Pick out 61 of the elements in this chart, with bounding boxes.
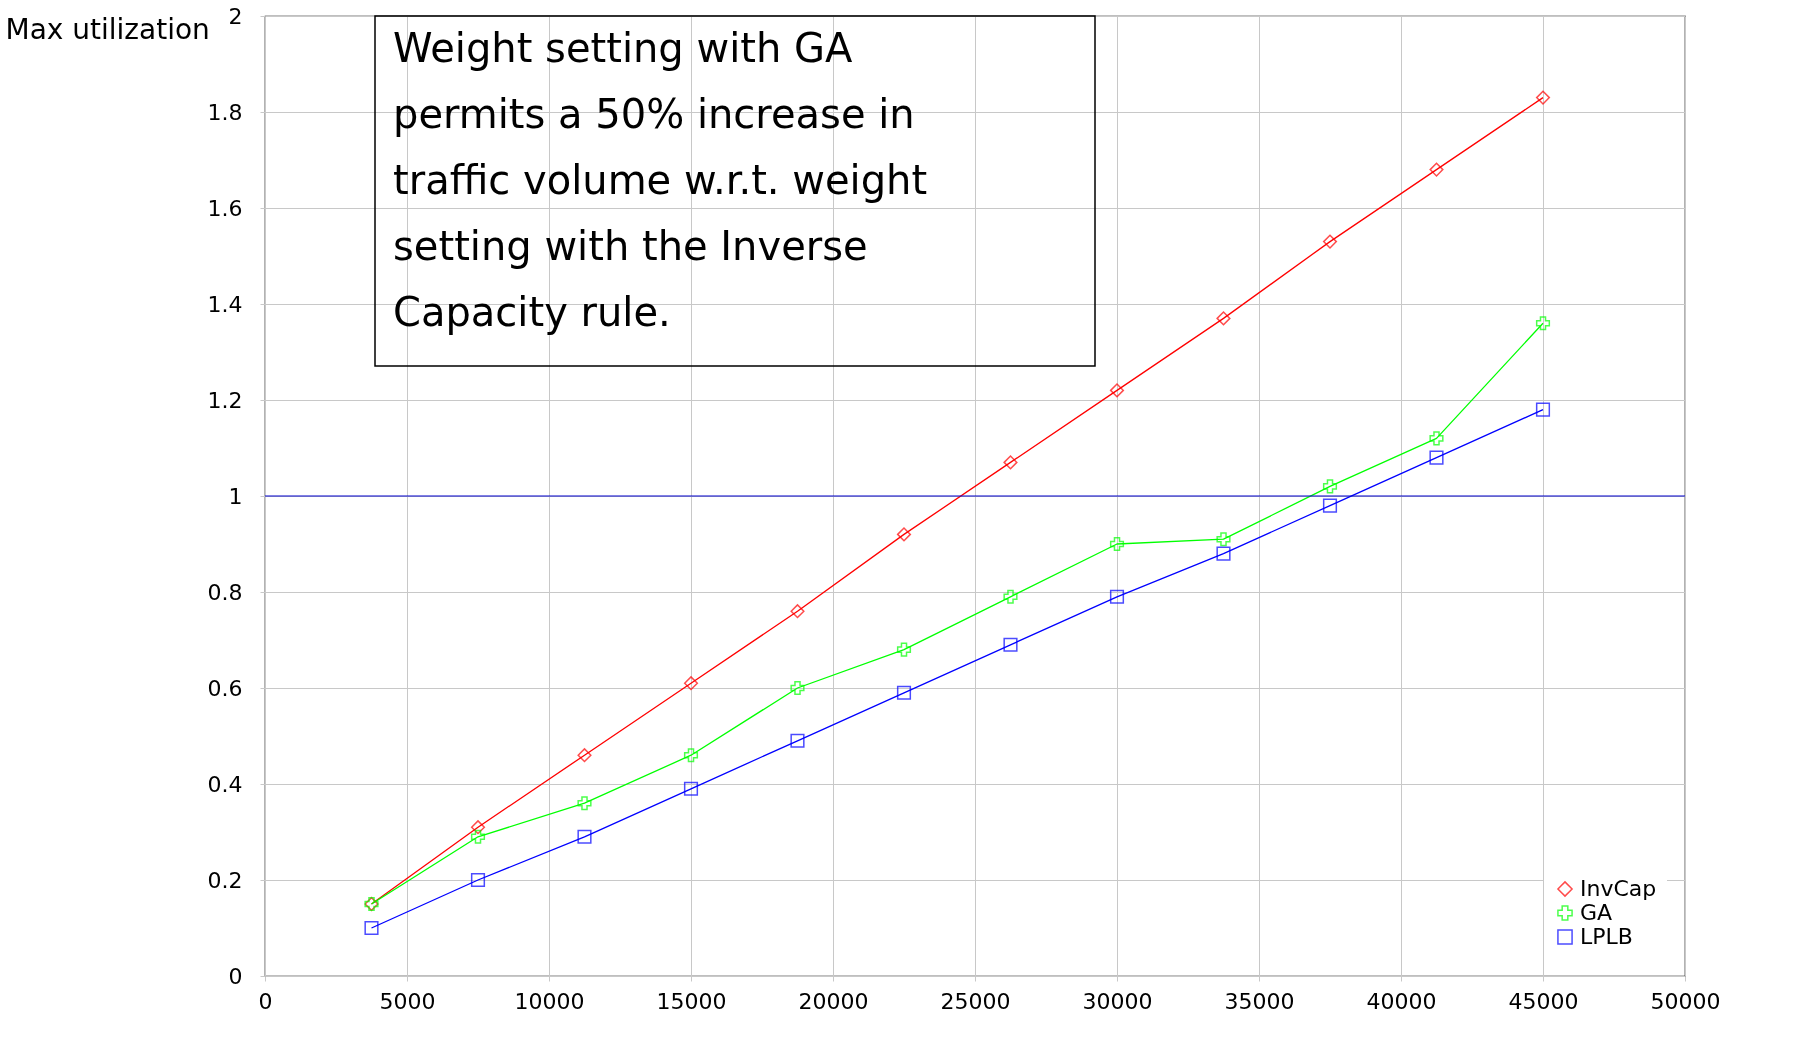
x-tick-label: 30000 [1082, 988, 1153, 1014]
point [1535, 402, 1551, 417]
point [1429, 450, 1444, 465]
annotation: Weight setting with GA permits a 50% increase in traffic volume w.r.t. weight setting with the Inverse Capacity rule. [393, 25, 928, 335]
x-tick-label: 0 [258, 988, 273, 1014]
point [1216, 546, 1231, 561]
x-tick-label: 15000 [656, 988, 727, 1014]
y-tick-label: 0.6 [207, 675, 243, 701]
x-tick-label: 25000 [940, 988, 1011, 1014]
point [1109, 383, 1125, 398]
point [1216, 532, 1231, 547]
x-tick-label: 5000 [379, 988, 436, 1014]
point [364, 920, 379, 936]
point [577, 748, 592, 763]
y-tick-label: 1.8 [207, 99, 243, 125]
point [470, 872, 486, 888]
point [683, 676, 699, 691]
y-axis-title: Max utilization [5, 12, 210, 46]
x-tick-label: 40000 [1366, 988, 1437, 1014]
point [1109, 589, 1125, 604]
point [1322, 234, 1338, 249]
point [790, 733, 805, 748]
legend-label: InvCap [1580, 876, 1657, 901]
point [896, 642, 912, 657]
y-tick-label: 0 [228, 963, 243, 989]
point [1535, 90, 1551, 105]
x-tick-label: 10000 [514, 988, 585, 1014]
point [896, 527, 912, 542]
point [470, 820, 486, 835]
point [790, 680, 805, 696]
point [577, 796, 592, 811]
point [1429, 431, 1444, 446]
x-tick-label: 50000 [1650, 988, 1721, 1014]
x-tick-label: 35000 [1224, 988, 1295, 1014]
point [470, 829, 486, 844]
y-tick-label: 1 [228, 483, 243, 509]
x-tick-label: 20000 [798, 988, 869, 1014]
y-tick-label: 1.6 [207, 195, 243, 221]
point [1322, 479, 1338, 494]
point [1003, 455, 1018, 470]
y-tick-label: 0.2 [207, 867, 243, 893]
point [896, 685, 912, 700]
y-tick-label: 1.2 [207, 387, 243, 413]
point [577, 829, 592, 844]
point [1003, 637, 1018, 652]
point [1322, 498, 1338, 513]
point [1003, 589, 1018, 604]
legend-label: GA [1580, 900, 1613, 925]
x-tick-label: 45000 [1508, 988, 1579, 1014]
y-tick-label: 1.4 [207, 291, 243, 317]
legend-label: LPLB [1580, 924, 1633, 949]
point [1109, 536, 1125, 552]
point [1535, 316, 1551, 331]
y-tick-label: 2 [228, 3, 243, 29]
point [683, 781, 699, 796]
point [683, 748, 699, 763]
y-tick-label: 0.8 [207, 579, 243, 605]
point [1429, 162, 1444, 177]
y-tick-label: 0.4 [207, 771, 243, 797]
point [790, 604, 805, 619]
point [1216, 311, 1231, 326]
